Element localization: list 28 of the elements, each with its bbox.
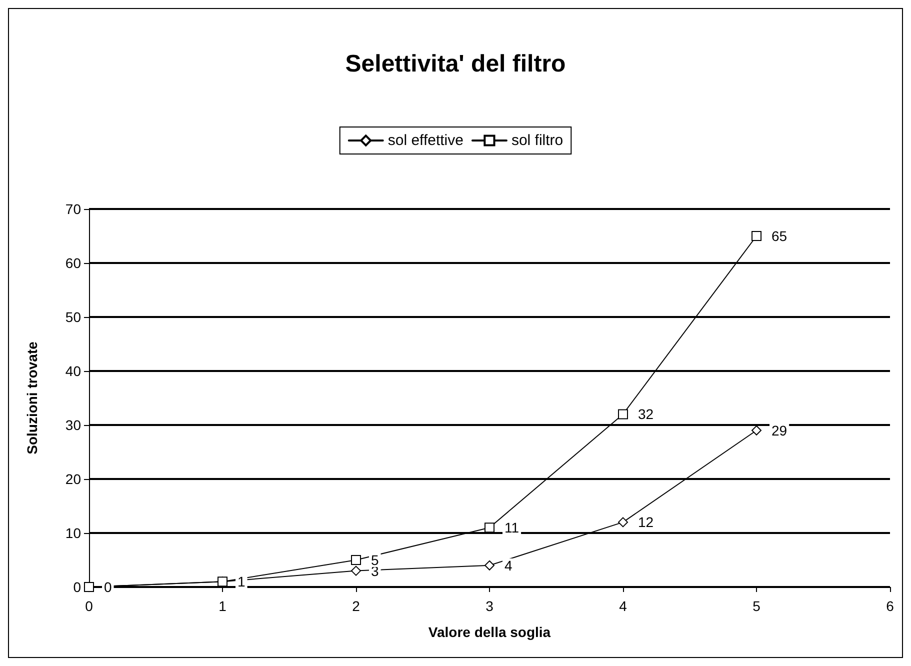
y-axis-title: Soluzioni trovate [24, 341, 40, 454]
data-label: 1 [238, 574, 246, 590]
x-tick-label: 2 [352, 598, 360, 614]
x-tick-label: 3 [486, 598, 494, 614]
data-label: 12 [638, 514, 654, 530]
y-tick-label: 40 [65, 363, 82, 379]
x-axis-title: Valore della soglia [428, 624, 551, 640]
legend-label: sol filtro [511, 132, 564, 149]
data-label: 29 [772, 422, 788, 438]
data-label: 4 [504, 557, 512, 574]
x-tick-label: 4 [619, 598, 628, 614]
legend-label: sol effettive [388, 132, 464, 149]
y-tick-label: 50 [65, 309, 82, 325]
data-label: 65 [772, 228, 788, 244]
y-tick-label: 60 [65, 255, 82, 271]
y-tick-label: 20 [65, 471, 82, 487]
x-tick-label: 1 [218, 598, 227, 614]
chart-title: Selettivita' del filtro [345, 50, 566, 78]
y-tick-label: 70 [65, 201, 82, 217]
y-tick-label: 0 [73, 579, 82, 595]
x-tick-label: 0 [85, 598, 94, 614]
data-label: 0 [104, 579, 112, 595]
data-label: 11 [504, 520, 520, 536]
x-tick-label: 5 [752, 598, 761, 614]
y-tick-label: 30 [65, 417, 82, 433]
data-label: 32 [638, 406, 654, 422]
y-tick-label: 10 [65, 525, 82, 541]
x-tick-label: 6 [886, 598, 894, 614]
